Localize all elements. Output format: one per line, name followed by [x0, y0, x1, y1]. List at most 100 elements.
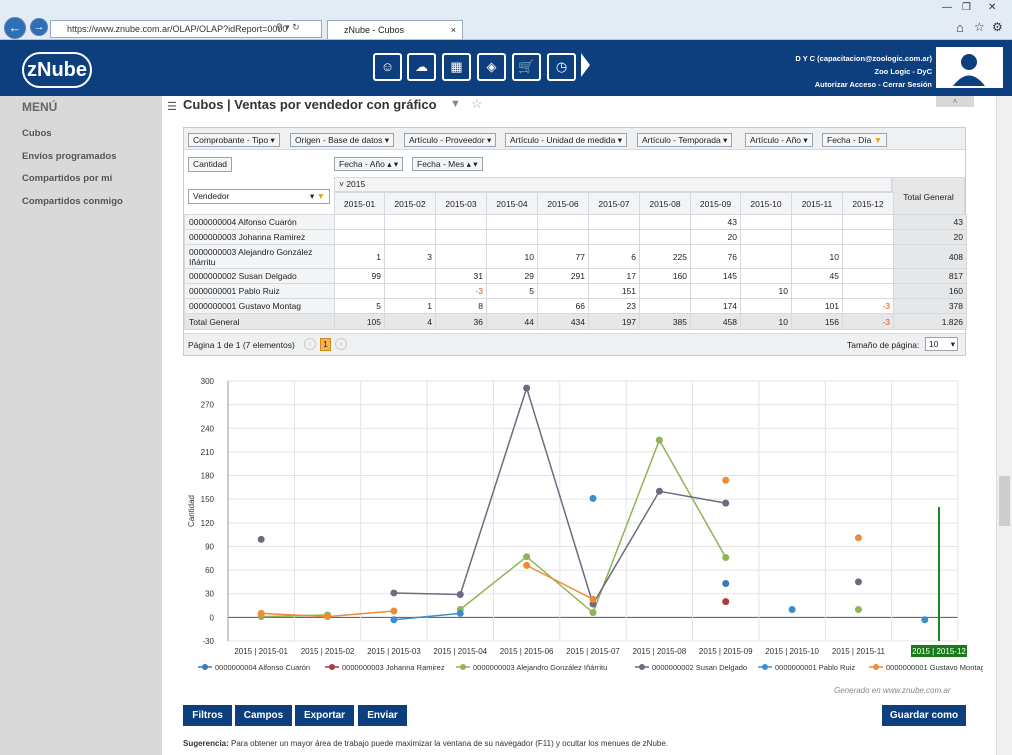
data-point — [589, 609, 597, 617]
x-tick-label: 2015 | 2015-06 — [500, 647, 554, 656]
grid-icon[interactable]: ▦ — [442, 53, 471, 81]
browser-tab[interactable]: zNube - Cubos × — [327, 20, 463, 39]
field-unidad-medida[interactable]: Artículo - Unidad de medida ▾ — [505, 133, 628, 147]
filter-icon[interactable]: ▼ — [450, 98, 461, 110]
table-cell: -3 — [842, 298, 894, 314]
field-fecha-ano[interactable]: Fecha - Año ▴ ▾ — [334, 157, 404, 171]
field-articulo-proveedor[interactable]: Artículo - Proveedor ▾ — [404, 133, 497, 147]
row-header[interactable]: 0000000003 Johanna Ramirez — [184, 229, 335, 245]
enviar-button[interactable]: Enviar — [358, 705, 407, 726]
close-tab-icon[interactable]: × — [450, 25, 456, 35]
field-fecha-mes[interactable]: Fecha - Mes ▴ ▾ — [412, 157, 483, 171]
table-cell: 66 — [537, 298, 589, 314]
cloud-settings-icon[interactable]: ☁ — [407, 53, 436, 81]
month-header[interactable]: 2015-08 — [639, 192, 691, 215]
table-cell — [842, 214, 894, 230]
sidebar-item-compartidos-por-mi[interactable]: Compartidos por mí — [22, 173, 113, 184]
home-icon[interactable]: ⌂ — [956, 20, 964, 35]
table-row: 0000000003 Johanna Ramirez 20 20 — [184, 229, 967, 245]
users-icon[interactable]: ☺ — [373, 53, 402, 81]
current-page[interactable]: 1 — [320, 338, 331, 351]
sidebar-item-cubos[interactable]: Cubos — [22, 128, 52, 139]
settings-gear-icon[interactable]: ⚙ — [992, 20, 1003, 34]
campos-button[interactable]: Campos — [235, 705, 292, 726]
sidebar-item-envios[interactable]: Envíos programados — [22, 151, 117, 162]
data-point — [854, 534, 862, 542]
table-cell: 458 — [690, 313, 741, 330]
table-cell — [639, 298, 691, 314]
address-bar[interactable]: https://www.znube.com.ar/OLAP/OLAP?idRep… — [50, 20, 322, 38]
month-header[interactable]: 2015-06 — [537, 192, 589, 215]
legend-label: 0000000003 Johanna Ramirez — [342, 663, 445, 672]
restore-icon[interactable]: ❐ — [962, 2, 971, 13]
table-cell — [842, 229, 894, 245]
row-header[interactable]: Total General — [184, 313, 335, 330]
table-cell — [791, 229, 843, 245]
sidebar-item-compartidos-conmigo[interactable]: Compartidos conmigo — [22, 196, 123, 207]
table-cell — [791, 283, 843, 299]
month-header[interactable]: 2015-09 — [690, 192, 741, 215]
avatar[interactable] — [936, 47, 1003, 88]
next-arrow-icon[interactable] — [581, 53, 590, 77]
year-header[interactable]: ˅ 2015 — [334, 177, 892, 192]
month-header[interactable]: 2015-07 — [588, 192, 640, 215]
minimize-icon[interactable]: — — [942, 2, 952, 13]
row-header[interactable]: 0000000003 Alejandro González Iñárritu — [184, 244, 335, 269]
field-comprobante-tipo[interactable]: Comprobante - Tipo ▾ — [188, 133, 280, 147]
table-cell — [740, 229, 792, 245]
page-title: Cubos | Ventas por vendedor con gráfico — [183, 97, 437, 112]
row-header[interactable]: 0000000004 Alfonso Cuarón — [184, 214, 335, 230]
znube-logo[interactable]: zNube — [22, 52, 92, 88]
user-links[interactable]: Autorizar Acceso - Cerrar Sesión — [814, 80, 932, 89]
cart-icon[interactable]: 🛒 — [512, 53, 541, 81]
close-window-icon[interactable]: ✕ — [988, 2, 997, 13]
table-cell — [740, 214, 792, 230]
month-header[interactable]: 2015-12 — [842, 192, 894, 215]
guardar-como-button[interactable]: Guardar como — [882, 705, 966, 726]
field-label: Fecha - Año — [339, 159, 385, 169]
legend-label: 0000000003 Alejandro González Iñárritu — [473, 663, 607, 672]
page-scrollbar[interactable] — [996, 96, 1012, 755]
page-size-select[interactable]: 10 ▾ — [925, 337, 958, 351]
forward-icon[interactable]: → — [30, 18, 48, 36]
hamburger-icon[interactable]: ☰ — [167, 101, 177, 113]
next-page-icon[interactable]: › — [335, 338, 347, 350]
table-cell: 385 — [639, 313, 691, 330]
back-icon[interactable]: ← — [4, 17, 26, 39]
row-header[interactable]: 0000000002 Susan Delgado — [184, 268, 335, 284]
row-field-vendedor[interactable]: Vendedor ▾ ▼ — [188, 189, 330, 204]
table-cell: 156 — [791, 313, 843, 330]
month-header[interactable]: 2015-11 — [791, 192, 843, 215]
cube-icon[interactable]: ◈ — [477, 53, 506, 81]
field-articulo-ano[interactable]: Artículo - Año ▾ — [745, 133, 813, 147]
prev-page-icon[interactable]: ‹ — [304, 338, 316, 350]
y-tick-label: 300 — [201, 377, 215, 386]
table-cell: 101 — [791, 298, 843, 314]
month-header[interactable]: 2015-02 — [384, 192, 436, 215]
legend-label: 0000000001 Pablo Ruiz — [775, 663, 855, 672]
clock-icon[interactable]: ◷ — [547, 53, 576, 81]
data-point — [854, 605, 862, 613]
x-tick-label: 2015 | 2015-10 — [765, 647, 819, 656]
field-temporada[interactable]: Artículo - Temporada ▾ — [637, 133, 733, 147]
data-point — [722, 476, 730, 484]
month-header[interactable]: 2015-04 — [486, 192, 538, 215]
collapse-icon[interactable]: ˄ — [936, 96, 974, 107]
table-cell — [384, 229, 436, 245]
star-icon[interactable]: ☆ — [471, 96, 483, 111]
month-header[interactable]: 2015-01 — [334, 192, 385, 215]
field-label: Fecha - Día — [827, 135, 872, 145]
month-header[interactable]: 2015-10 — [740, 192, 792, 215]
data-field-cantidad[interactable]: Cantidad — [188, 157, 233, 172]
row-total: 817 — [893, 268, 967, 284]
filtros-button[interactable]: Filtros — [183, 705, 232, 726]
field-origen[interactable]: Origen - Base de datos ▾ — [290, 133, 395, 147]
month-header[interactable]: 2015-03 — [435, 192, 487, 215]
favorites-icon[interactable]: ☆ — [974, 20, 985, 34]
row-header[interactable]: 0000000001 Pablo Ruiz — [184, 283, 335, 299]
exportar-button[interactable]: Exportar — [295, 705, 354, 726]
row-header[interactable]: 0000000001 Gustavo Montag — [184, 298, 335, 314]
highlight-label-bg — [911, 645, 967, 657]
field-fecha-dia[interactable]: Fecha - Día ▼ — [822, 133, 888, 147]
address-tools-icon[interactable]: ⚲ ▾ ↻ — [276, 22, 300, 32]
